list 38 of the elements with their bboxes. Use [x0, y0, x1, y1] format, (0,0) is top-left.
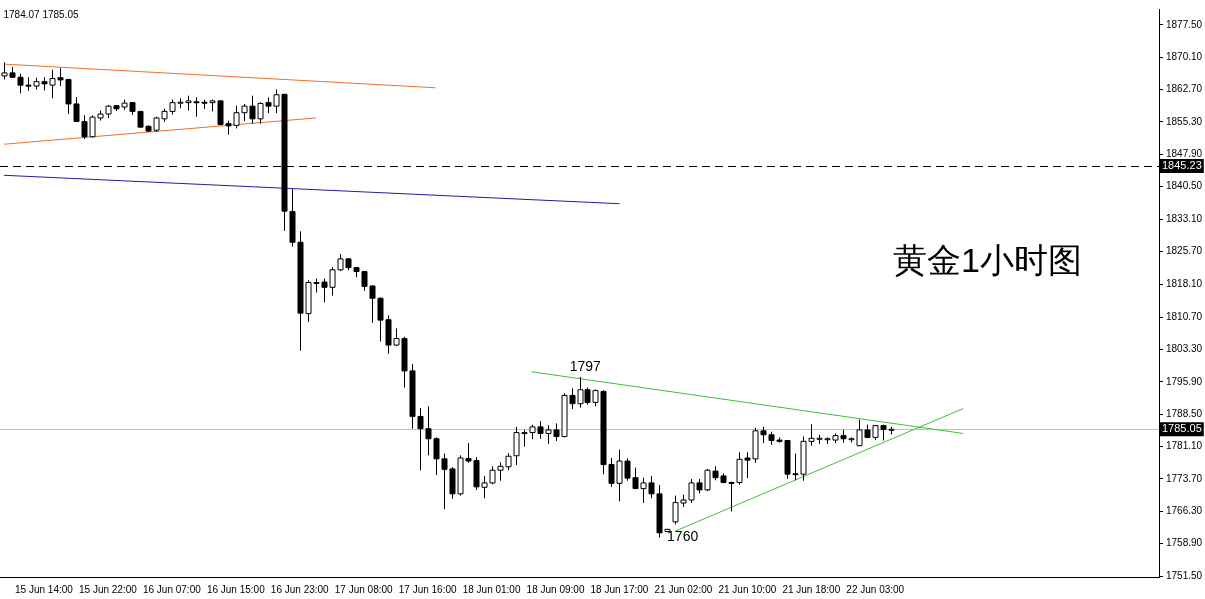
y-tick-label: 1758.90 — [1166, 537, 1203, 549]
x-tick-label: 21 Jun 02:00 — [654, 583, 713, 595]
x-tick-label: 21 Jun 18:00 — [782, 583, 841, 595]
y-tick-label: 1833.10 — [1166, 212, 1203, 224]
x-tick-label: 16 Jun 15:00 — [206, 583, 266, 595]
y-tick-label: 1855.30 — [1166, 115, 1203, 127]
x-tick-label: 18 Jun 17:00 — [590, 583, 649, 595]
x-tick-label: 16 Jun 07:00 — [142, 583, 202, 595]
x-tick-label: 16 Jun 23:00 — [270, 583, 330, 595]
y-tick-label: 1825.70 — [1166, 245, 1203, 257]
y-tick-label: 1803.30 — [1166, 343, 1203, 355]
y-tick-label: 1862.70 — [1166, 83, 1203, 95]
x-tick-label: 22 Jun 03:00 — [846, 583, 905, 595]
x-tick-label: 21 Jun 10:00 — [718, 583, 777, 595]
y-tick-label: 1877.50 — [1166, 18, 1203, 30]
annotation: 1784.07 1785.05 — [3, 8, 79, 20]
annotation: 1797 — [569, 357, 602, 374]
x-tick-label: 15 Jun 22:00 — [78, 583, 138, 595]
y-tick-label: 1818.10 — [1166, 278, 1203, 290]
ref-line-label: 1845.23 — [1162, 159, 1202, 171]
y-tick-label: 1870.10 — [1166, 50, 1203, 62]
y-tick-label: 1810.70 — [1166, 310, 1203, 322]
y-tick-label: 1751.50 — [1166, 569, 1203, 581]
y-tick-label: 1795.90 — [1166, 375, 1203, 387]
x-tick-label: 18 Jun 09:00 — [526, 583, 585, 595]
x-tick-label: 17 Jun 16:00 — [398, 583, 457, 595]
y-tick-label: 1766.30 — [1166, 505, 1203, 517]
text: 黄金1小时图 — [893, 241, 1082, 280]
y-tick-label: 1840.50 — [1166, 180, 1203, 192]
y-tick-label: 1773.70 — [1166, 472, 1203, 484]
y-tick-label: 1781.10 — [1166, 440, 1203, 452]
annotation: 1760 — [667, 528, 699, 545]
x-tick-label: 17 Jun 08:00 — [334, 583, 394, 595]
x-tick-label: 15 Jun 14:00 — [15, 583, 74, 595]
y-tick-label: 1847.90 — [1166, 148, 1203, 160]
x-tick-label: 18 Jun 01:00 — [462, 583, 521, 595]
ref-line-label: 1785.05 — [1162, 422, 1202, 435]
y-tick-label: 1788.50 — [1166, 407, 1203, 419]
